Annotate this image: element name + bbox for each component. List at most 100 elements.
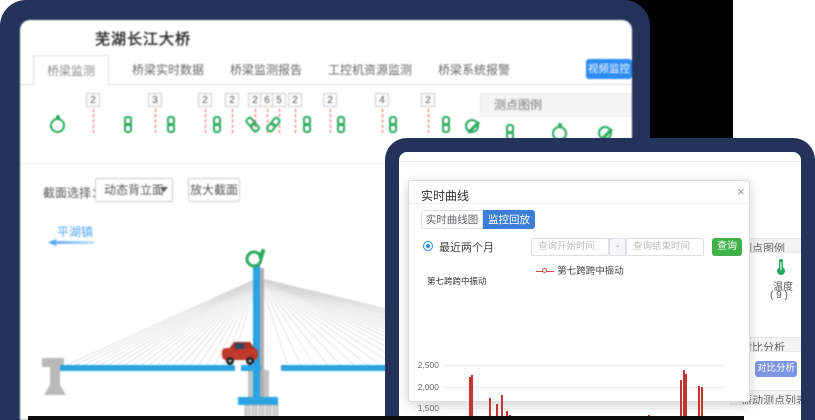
- tab-monitor-playback[interactable]: 监控回放: [483, 210, 535, 229]
- divider: [20, 163, 632, 164]
- compare-analysis-button[interactable]: 对比分析: [755, 361, 797, 377]
- chain-sensor-icon[interactable]: [302, 116, 312, 134]
- cable: [172, 277, 259, 367]
- cable: [258, 277, 302, 367]
- cable: [98, 277, 259, 367]
- bar: [501, 395, 504, 420]
- sensor-dashed-line: [382, 109, 383, 133]
- last-two-months-radio[interactable]: [423, 241, 433, 251]
- tower-anemometer-icon[interactable]: [245, 248, 266, 268]
- cable: [122, 277, 259, 367]
- cable: [147, 277, 259, 367]
- temperature-label: 温度: [773, 282, 793, 293]
- temperature-count: ( 9 ): [770, 290, 788, 301]
- sensor-dashed-line: [93, 109, 94, 133]
- bar: [680, 380, 683, 420]
- video-monitor-button[interactable]: 视频监控: [586, 59, 632, 79]
- tab-3[interactable]: 桥梁监测报告: [230, 63, 303, 77]
- chain-sensor-icon[interactable]: [441, 116, 451, 134]
- cable: [258, 277, 369, 367]
- tab-realtime-curve[interactable]: 实时曲线图: [421, 210, 483, 229]
- cable: [205, 277, 259, 367]
- divider: [409, 203, 749, 204]
- backdrop-black-strip: [28, 416, 744, 420]
- query-end-time-input[interactable]: 查询结束时间: [626, 238, 704, 256]
- bridge-tower: [253, 265, 260, 405]
- sensor-dashed-line: [205, 109, 206, 133]
- time-range-separator: -: [609, 238, 626, 256]
- chart-axis-title: 第七跨跨中振动: [427, 276, 487, 286]
- cable: [258, 277, 383, 367]
- bar: [496, 403, 499, 420]
- bar-series: [444, 365, 726, 420]
- y-tick-label: 2,000: [417, 381, 439, 392]
- page-title: 芜湖长江大桥: [95, 31, 192, 48]
- cable: [189, 277, 259, 367]
- bar: [468, 376, 471, 420]
- anemometer-icon[interactable]: [50, 115, 65, 133]
- sensor-count-badge: 2: [288, 93, 302, 107]
- section-select-dropdown[interactable]: 动态背立面: [95, 178, 173, 202]
- curve-popup-window: 测点图例 温度 ( 9 ) 对比分析 对比分析 振动测点列表 实时曲线 × 实时…: [385, 138, 815, 420]
- tab-2[interactable]: 桥梁实时数据: [132, 63, 205, 77]
- sensor-dashed-line: [295, 109, 296, 133]
- realtime-curve-dialog: 实时曲线 × 实时曲线图 监控回放 最近两个月 查询开始时间 - 查询结束时间 …: [408, 180, 751, 420]
- sensor-count-badge: 3: [148, 93, 162, 107]
- thermometer-icon[interactable]: [774, 258, 788, 276]
- chain-sensor-icon[interactable]: [243, 115, 262, 135]
- tab-4[interactable]: 工控机资源监测: [328, 63, 413, 77]
- chevron-down-icon: [160, 187, 168, 192]
- gridline: [444, 408, 724, 410]
- cable: [73, 277, 259, 367]
- tab-5[interactable]: 桥梁系统报警: [438, 63, 511, 77]
- chain-sensor-icon[interactable]: [336, 116, 346, 134]
- close-icon[interactable]: ×: [737, 184, 745, 199]
- chain-sensor-icon[interactable]: [388, 116, 398, 134]
- chain-sensor-icon[interactable]: [166, 116, 176, 134]
- y-tick-label: 2,500: [417, 360, 439, 370]
- sensor-dashed-line: [428, 109, 429, 133]
- bar: [682, 370, 685, 420]
- cable: [180, 277, 259, 367]
- query-start-time-input[interactable]: 查询开始时间: [531, 238, 609, 256]
- bridge-deck: [60, 365, 235, 371]
- gridline: [444, 365, 724, 366]
- cable: [156, 277, 259, 367]
- legend-panel-header: 测点图例: [480, 93, 632, 117]
- query-button[interactable]: 查询: [712, 238, 742, 256]
- sensor-count-badge: 2: [86, 93, 100, 107]
- chain-sensor-icon[interactable]: [212, 116, 222, 134]
- cable: [106, 277, 259, 367]
- tab-1[interactable]: 桥梁监测: [33, 55, 110, 86]
- bar: [700, 387, 703, 420]
- bank-side-label: 平湖镇: [57, 225, 94, 239]
- enlarge-section-button[interactable]: 放大截面: [188, 178, 240, 202]
- bar: [506, 411, 509, 420]
- sensor-dashed-line: [267, 109, 268, 133]
- car: [222, 342, 258, 365]
- cable: [131, 277, 259, 367]
- sensor-count-badge: 2: [421, 93, 435, 107]
- bar: [698, 386, 700, 420]
- sensor-dashed-line: [232, 109, 233, 133]
- cable: [164, 277, 259, 367]
- sensor-dashed-line: [330, 109, 331, 133]
- no-sensor-icon[interactable]: [465, 119, 479, 133]
- sensor-dashed-line: [155, 109, 156, 133]
- chart-legend[interactable]: 第七跨跨中振动: [409, 263, 751, 277]
- cable: [64, 277, 259, 367]
- cable: [139, 277, 259, 367]
- curve-popup-window-content: 测点图例 温度 ( 9 ) 对比分析 对比分析 振动测点列表 实时曲线 × 实时…: [399, 152, 801, 420]
- cable: [258, 277, 329, 367]
- cable: [197, 277, 259, 367]
- left-arrow-icon: [48, 239, 94, 246]
- bar: [488, 398, 491, 420]
- sensor-count-badge: 5: [272, 93, 286, 107]
- bar: [471, 375, 474, 420]
- sensor-dashed-line: [255, 109, 256, 133]
- legend-marker-icon: [536, 267, 555, 273]
- cable: [214, 277, 259, 367]
- chain-sensor-icon[interactable]: [123, 116, 133, 134]
